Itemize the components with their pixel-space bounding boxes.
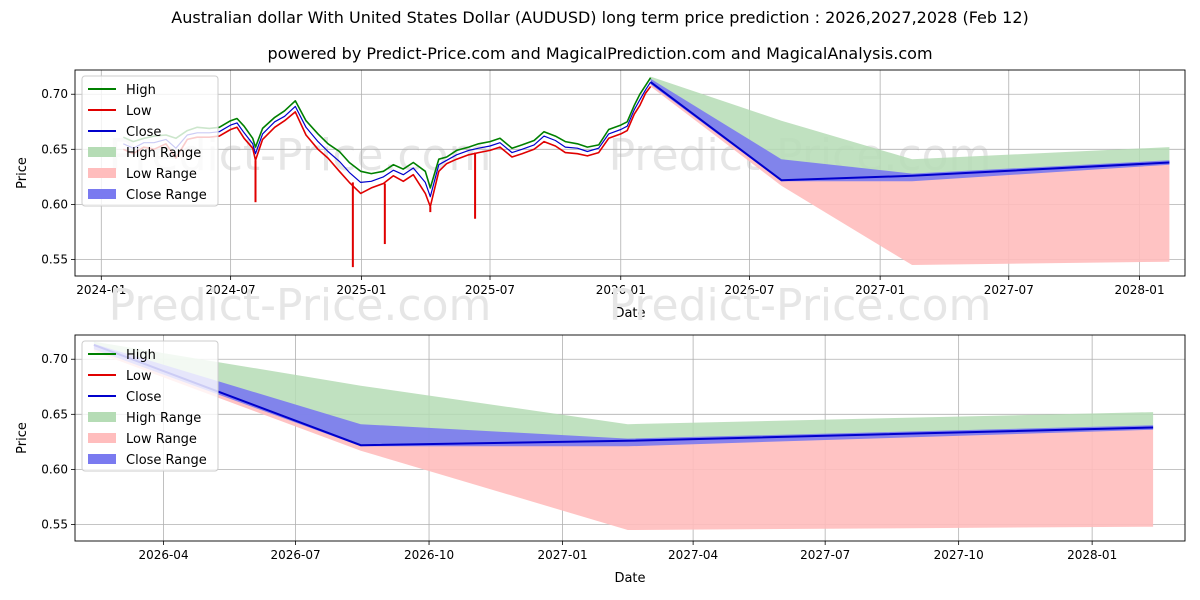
x-tick-label: 2025-07 [465,283,515,297]
x-tick-label: 2028-01 [1114,283,1164,297]
legend-label: Low [126,369,152,384]
y-tick-label: 0.55 [41,252,68,266]
legend-label: Close [126,125,161,140]
y-tick-label: 0.60 [41,462,68,476]
chart-panel-1: Predict-Price.comPredict-Price.com2024-0… [15,69,1186,321]
legend-label: Close Range [126,188,207,203]
plot-frame [74,334,1186,542]
forecast-close-line [650,81,1170,182]
legend-label: High Range [126,411,201,426]
x-tick-label: 2027-07 [800,548,850,562]
y-tick-label: 0.55 [41,517,68,531]
legend-swatch [88,412,116,422]
low-range-band [93,344,1154,530]
x-tick-label: 2026-07 [270,548,320,562]
legend-label: Low Range [126,167,197,182]
x-tick-label: 2026-01 [596,283,646,297]
y-tick-label: 0.65 [41,142,68,156]
high-series-line [122,77,652,189]
legend-swatch [88,168,116,178]
x-tick-label: 2027-01 [537,548,587,562]
x-tick-label: 2025-01 [336,283,386,297]
legend-label: Close Range [126,453,207,468]
high-range-band [650,76,1170,181]
x-tick-label: 2026-04 [138,548,188,562]
x-axis-label: Date [614,306,645,321]
x-tick-label: 2027-04 [668,548,718,562]
low-range-band [650,82,1170,265]
x-tick-label: 2028-01 [1067,548,1117,562]
legend-swatch [88,433,116,443]
x-tick-label: 2026-07 [724,283,774,297]
x-tick-label: 2024-07 [206,283,256,297]
legend-label: High [126,348,156,363]
chart-panel-2: Predict-Price.com Predict-Price.com2026-0… [15,280,1186,586]
forecast-close-line [93,343,1154,447]
high-range-band [93,341,1154,446]
y-axis-label: Price [15,157,30,189]
x-tick-label: 2026-10 [404,548,454,562]
chart-subtitle: powered by Predict-Price.com and Magical… [267,44,933,63]
x-tick-label: 2024-01 [76,283,126,297]
x-tick-label: 2027-10 [934,548,984,562]
watermark-text: Predict-Price.com [109,280,492,331]
chart-title: Australian dollar With United States Dol… [171,8,1029,27]
legend-label: High [126,83,156,98]
watermark-text: Predict-Price.com [609,280,992,331]
legend-label: Close [126,390,161,405]
plot-frame [74,69,1186,277]
y-axis-label: Price [15,422,30,454]
y-tick-label: 0.70 [41,87,68,101]
legend-swatch [88,454,116,464]
legend-label: Low Range [126,432,197,447]
x-tick-label: 2027-01 [855,283,905,297]
legend-label: High Range [126,146,201,161]
y-tick-label: 0.70 [41,352,68,366]
x-tick-label: 2027-07 [984,283,1034,297]
y-tick-label: 0.60 [41,197,68,211]
legend-label: Low [126,104,152,119]
close-series-line [123,81,652,198]
legend-swatch [88,189,116,199]
x-axis-label: Date [614,571,645,586]
low-series-line [122,86,652,208]
legend-swatch [88,147,116,157]
y-tick-label: 0.65 [41,407,68,421]
